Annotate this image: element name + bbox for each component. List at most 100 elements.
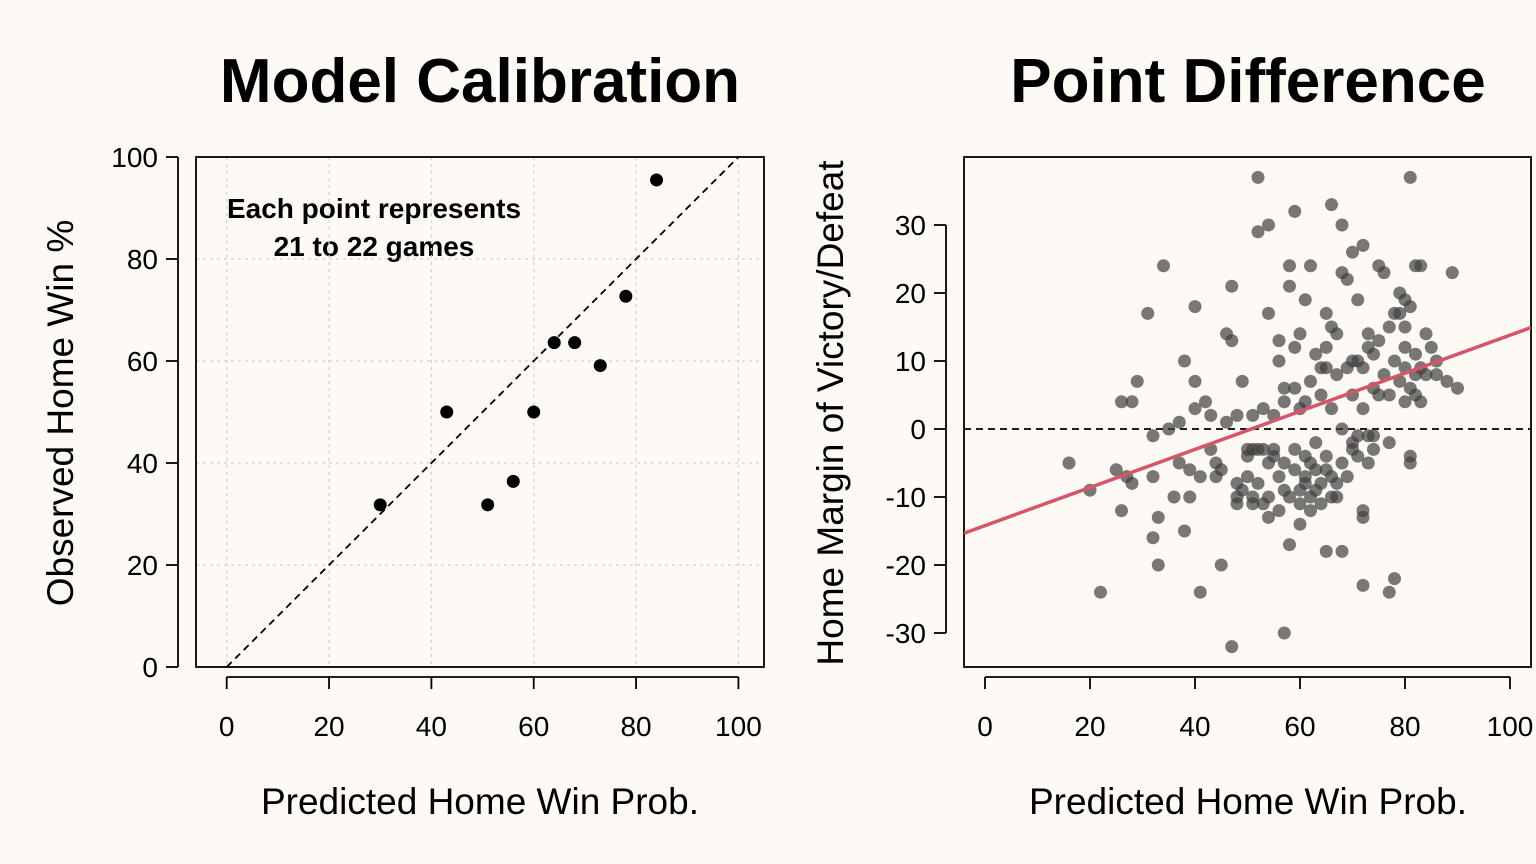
calibration-y-tick-label: 80 — [127, 244, 158, 275]
point-difference-point — [1398, 340, 1412, 354]
point-difference-x-tick-label: 0 — [977, 711, 993, 742]
point-difference-point — [1162, 422, 1176, 436]
point-difference-point — [1388, 354, 1401, 368]
point-difference-point — [1262, 306, 1275, 320]
calibration-panel: Model Calibration Predicted Home Win Pro… — [40, 47, 765, 822]
point-difference-point — [1414, 395, 1428, 409]
point-difference-point — [1241, 470, 1254, 484]
point-difference-point — [1361, 456, 1375, 470]
point-difference-point — [1298, 395, 1312, 409]
point-difference-point — [1125, 395, 1139, 409]
point-difference-point — [1178, 354, 1191, 368]
point-difference-point — [1193, 470, 1207, 484]
calibration-x-tick-label: 100 — [715, 711, 762, 742]
calibration-y-axis-label: Observed Home Win % — [40, 220, 81, 607]
point-difference-x-axis-label: Predicted Home Win Prob. — [1029, 781, 1467, 822]
calibration-y-tick-label: 20 — [127, 550, 158, 581]
point-difference-point — [1146, 531, 1160, 545]
calibration-y-tick-label: 0 — [142, 652, 158, 683]
point-difference-point — [1157, 259, 1170, 273]
point-difference-point — [1319, 544, 1333, 558]
calibration-x-tick-label: 80 — [620, 711, 651, 742]
calibration-point — [481, 498, 495, 512]
point-difference-point — [1277, 395, 1291, 409]
point-difference-point — [1183, 463, 1197, 477]
point-difference-point — [1272, 354, 1286, 368]
point-difference-point — [1288, 463, 1302, 477]
point-difference-point — [1262, 490, 1275, 504]
calibration-x-tick-label: 0 — [219, 711, 235, 742]
point-difference-point — [1419, 327, 1433, 341]
point-difference-point — [1167, 490, 1181, 504]
point-difference-point — [1178, 524, 1191, 538]
calibration-x-tick-label: 20 — [313, 711, 344, 742]
point-difference-point — [1277, 381, 1291, 395]
calibration-y-tick-label: 60 — [127, 346, 158, 377]
point-difference-title: Point Difference — [1010, 47, 1485, 116]
point-difference-y-tick-label: -10 — [886, 482, 926, 513]
point-difference-point — [1225, 279, 1239, 293]
point-difference-point — [1330, 490, 1344, 504]
point-difference-point — [1351, 449, 1365, 463]
calibration-point — [547, 336, 561, 350]
point-difference-point — [1256, 442, 1270, 456]
point-difference-point — [1382, 320, 1396, 334]
point-difference-point — [1393, 306, 1407, 320]
point-difference-point — [1356, 510, 1370, 524]
point-difference-point — [1235, 483, 1249, 497]
point-difference-point — [1141, 306, 1155, 320]
point-difference-point — [1277, 626, 1291, 640]
point-difference-point — [1298, 476, 1312, 490]
point-difference-point — [1330, 476, 1344, 490]
point-difference-point — [1440, 374, 1454, 388]
point-difference-point — [1388, 572, 1401, 586]
point-difference-point — [1356, 361, 1370, 375]
point-difference-point — [1335, 218, 1349, 232]
point-difference-point — [1451, 381, 1464, 395]
point-difference-point — [1130, 374, 1144, 388]
point-difference-point — [1146, 470, 1160, 484]
point-difference-point — [1288, 340, 1302, 354]
point-difference-point — [1277, 456, 1291, 470]
point-difference-point — [1403, 170, 1417, 184]
point-difference-point — [1356, 578, 1370, 592]
point-difference-point — [1230, 497, 1244, 511]
point-difference-point — [1325, 198, 1338, 212]
point-difference-y-tick-label: 30 — [895, 210, 926, 241]
point-difference-x-tick-label: 20 — [1074, 711, 1105, 742]
point-difference-point — [1262, 510, 1275, 524]
point-difference-point — [1172, 415, 1186, 429]
point-difference-point — [1403, 456, 1417, 470]
point-difference-point — [1335, 544, 1349, 558]
point-difference-point — [1214, 558, 1228, 572]
point-difference-point — [1409, 347, 1422, 361]
point-difference-y-tick-label: -20 — [886, 550, 926, 581]
point-difference-point — [1230, 408, 1244, 422]
point-difference-point — [1356, 402, 1370, 416]
point-difference-point — [1382, 585, 1396, 599]
point-difference-point — [1283, 490, 1296, 504]
point-difference-point — [1188, 374, 1202, 388]
point-difference-point — [1319, 340, 1333, 354]
point-difference-point — [1309, 463, 1323, 477]
point-difference-point — [1340, 272, 1354, 286]
point-difference-point — [1430, 368, 1443, 382]
point-difference-point — [1146, 429, 1160, 443]
point-difference-point — [1346, 245, 1359, 259]
point-difference-point — [1372, 334, 1386, 348]
point-difference-point — [1272, 470, 1286, 484]
calibration-point — [619, 289, 633, 303]
point-difference-point — [1309, 347, 1323, 361]
point-difference-point — [1220, 415, 1233, 429]
calibration-x-tick-label: 40 — [416, 711, 447, 742]
point-difference-point — [1325, 402, 1338, 416]
point-difference-point — [1183, 490, 1197, 504]
point-difference-point — [1367, 429, 1380, 443]
point-difference-point — [1351, 293, 1365, 307]
point-difference-point — [1288, 381, 1302, 395]
point-difference-point — [1272, 334, 1286, 348]
point-difference-plot-box — [963, 156, 1532, 668]
calibration-point — [568, 336, 582, 350]
point-difference-y-axis-label: Home Margin of Victory/Defeat — [810, 160, 851, 666]
point-difference-point — [1094, 585, 1107, 599]
